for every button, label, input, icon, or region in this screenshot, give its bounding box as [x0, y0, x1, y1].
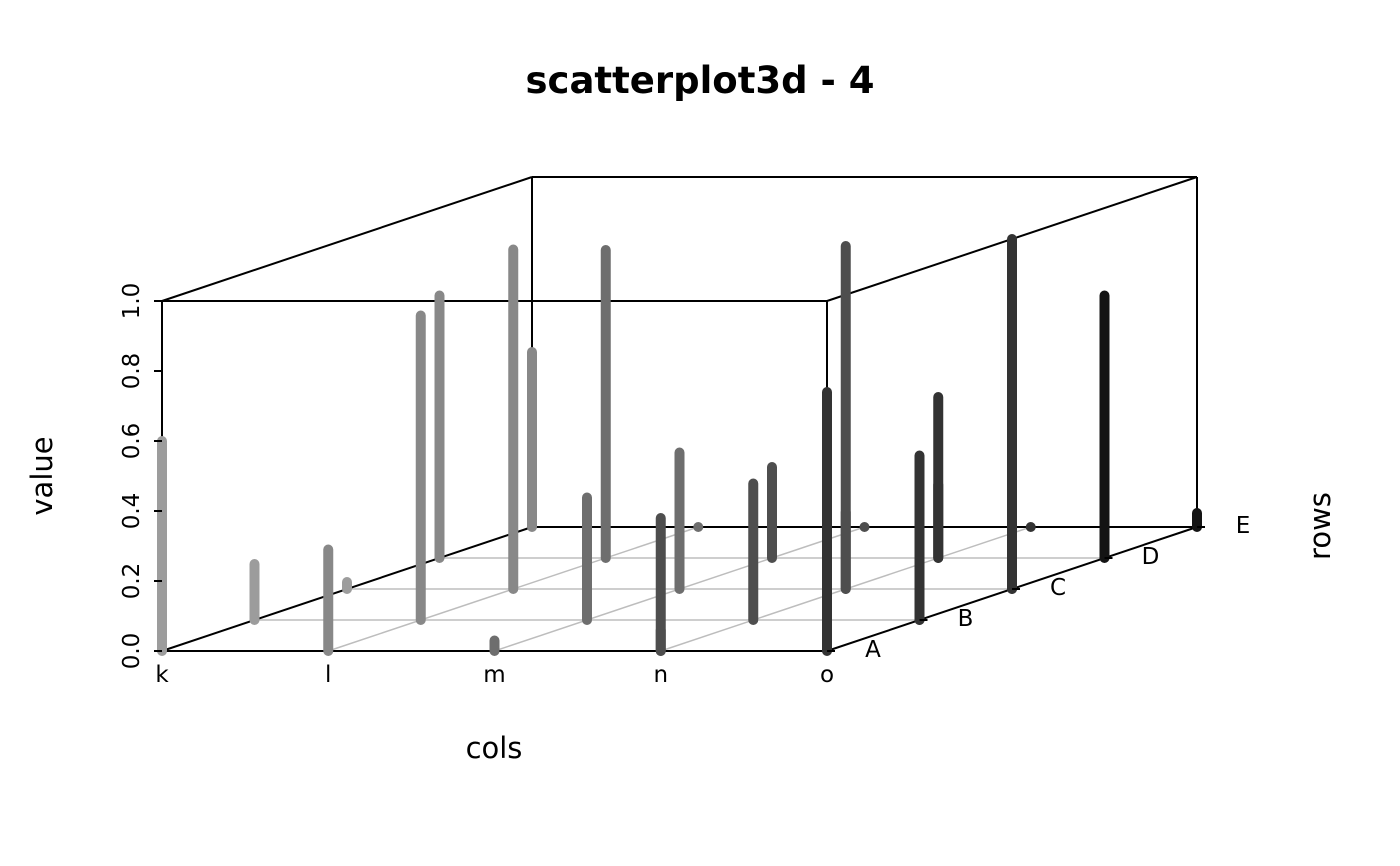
x-tick-label: o [820, 662, 834, 688]
x-tick-label: n [653, 662, 668, 688]
y-tick-label: A [865, 637, 881, 663]
z-tick-label: 1.0 [119, 283, 145, 320]
x-tick-label: k [155, 662, 169, 688]
z-tick-label: 0.6 [119, 423, 145, 460]
x-tick-label: l [325, 662, 331, 688]
y-tick-label: E [1236, 513, 1251, 539]
y-tick-label: D [1142, 544, 1160, 570]
x-tick-label: m [483, 662, 505, 688]
z-tick-label: 0.0 [119, 633, 145, 670]
axis-ticks: 0.0 0.2 0.4 0.6 0.8 1.0 k l m n o A B C D E [119, 283, 1250, 688]
data-bars [157, 234, 1202, 656]
chart-title: scatterplot3d - 4 [525, 59, 874, 102]
y-tick-label: C [1050, 575, 1066, 601]
x-axis-title: cols [466, 731, 523, 765]
z-tick-label: 0.8 [119, 353, 145, 390]
box-edge [161, 176, 533, 302]
y-axis-title: rows [1303, 492, 1337, 560]
z-tick-label: 0.2 [119, 563, 145, 600]
z-tick-label: 0.4 [119, 493, 145, 530]
z-axis-title: value [25, 436, 59, 515]
y-tick-label: B [958, 606, 974, 632]
